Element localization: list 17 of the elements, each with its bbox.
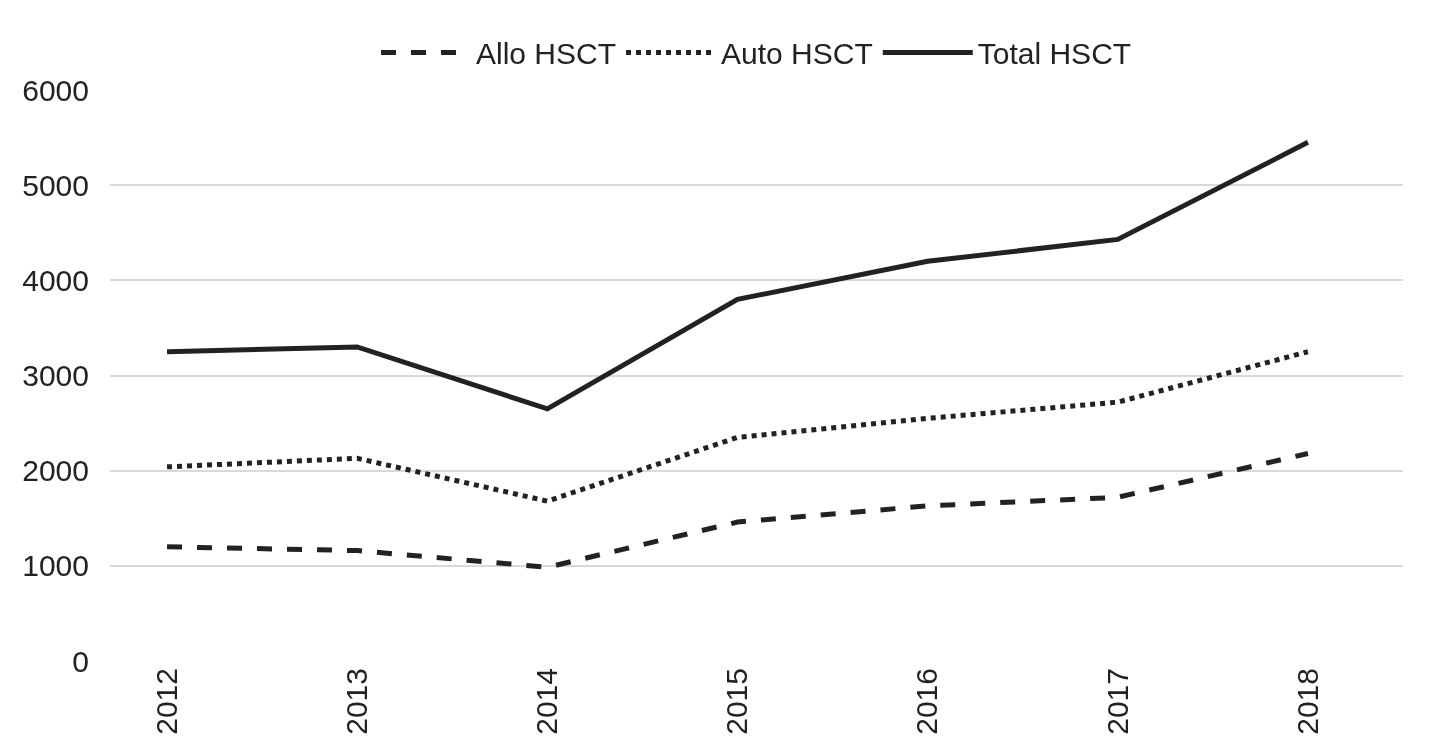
y-tick-label: 4000	[22, 263, 89, 297]
y-tick-label: 3000	[22, 359, 89, 392]
x-tick-label: 2018	[1290, 668, 1324, 735]
x-tick-label: 2016	[910, 668, 944, 735]
legend-label: Auto HSCT	[721, 37, 873, 71]
x-tick-label: 2017	[1100, 668, 1134, 735]
legend-label: Allo HSCT	[476, 37, 617, 71]
x-tick-label: 2014	[530, 668, 564, 735]
x-tick-label: 2013	[339, 668, 373, 735]
y-tick-label: 6000	[22, 73, 89, 107]
y-tick-label: 5000	[22, 168, 89, 202]
x-tick-label: 2015	[720, 668, 754, 735]
y-tick-label: 1000	[22, 549, 89, 583]
legend-label: Total HSCT	[977, 37, 1132, 71]
y-tick-label: 0	[72, 644, 89, 678]
x-tick-label: 2012	[149, 668, 183, 735]
y-tick-label: 2000	[22, 454, 89, 488]
